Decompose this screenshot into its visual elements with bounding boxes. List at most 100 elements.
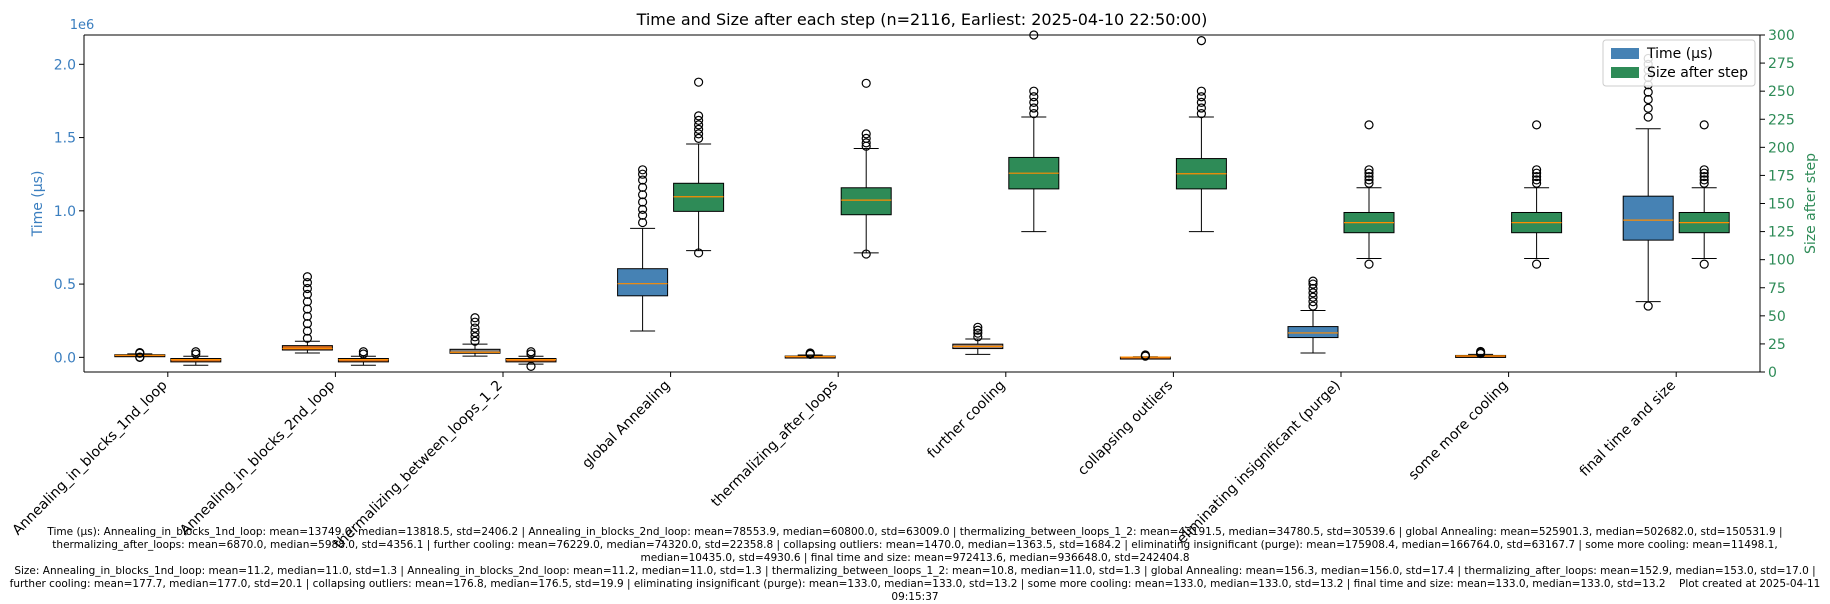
time-box-5-outlier <box>805 348 815 358</box>
right-axis-tick-label: 75 <box>1768 281 1786 297</box>
size-box-10-outlier <box>1699 120 1709 130</box>
time-box-8-outlier <box>1308 288 1318 298</box>
time-box-3-box <box>449 348 501 354</box>
left-axis-tick-label: 1.0 <box>54 204 76 220</box>
right-axis-label: Size after step <box>1803 153 1819 254</box>
right-axis-tick-label: 150 <box>1768 197 1795 213</box>
size-box-8-outlier <box>1364 171 1374 182</box>
size-stats-text: Size: Annealing_in_blocks_1nd_loop: mean… <box>9 565 1816 590</box>
legend-label: Time (µs) <box>1646 46 1713 62</box>
time-box-4-outlier <box>637 165 648 175</box>
size-box-4-outlier <box>693 133 704 143</box>
size-box-6-outlier <box>1029 97 1039 108</box>
time-box-10-outlier <box>1643 87 1653 97</box>
size-box-10-outlier <box>1699 259 1709 269</box>
x-axis-tick-label: global Annealing <box>579 378 673 472</box>
time-box-2-outlier <box>302 326 312 336</box>
size-box-5-outlier <box>861 138 871 148</box>
size-box-8-outlier <box>1364 175 1374 185</box>
time-stats-line: Time (µs): Annealing_in_blocks_1nd_loop:… <box>47 526 1783 564</box>
time-box-2-outlier <box>302 304 312 314</box>
size-box-8-outlier <box>1364 168 1374 178</box>
time-box-8-outlier <box>1308 279 1318 289</box>
size-box-7-outlier <box>1196 109 1207 119</box>
legend-swatch <box>1611 67 1639 78</box>
time-box-2-outlier <box>302 311 312 321</box>
time-box-8-box <box>1287 326 1339 339</box>
time-box-8-outlier <box>1308 301 1318 311</box>
size-box-10-outlier <box>1699 165 1709 175</box>
time-box-2-box <box>281 345 333 351</box>
stats-footer: Time (µs): Annealing_in_blocks_1nd_loop:… <box>0 526 1830 604</box>
size-box-6-outlier <box>1029 92 1039 102</box>
size-box-5-outlier <box>861 249 871 259</box>
size-box-7-outlier <box>1196 97 1207 108</box>
time-box-4-outlier <box>637 175 648 185</box>
size-box-4-outlier <box>693 77 704 87</box>
size-box-9-outlier <box>1531 171 1542 182</box>
right-axis-tick-label: 200 <box>1768 140 1795 156</box>
size-box-4-outlier <box>693 129 704 139</box>
legend-swatch <box>1611 48 1639 59</box>
time-box-4-outlier <box>637 197 648 207</box>
time-box-3-outlier <box>470 332 480 342</box>
time-box-6-outlier <box>973 322 983 332</box>
size-box-6-outlier <box>1029 30 1039 40</box>
time-box-4-outlier <box>637 204 648 214</box>
size-box-4-outlier <box>693 111 704 121</box>
size-box-6-outlier <box>1029 86 1039 96</box>
right-axis-tick-label: 0 <box>1768 365 1777 381</box>
size-box-6-outlier <box>1029 109 1039 119</box>
time-box-10-outlier <box>1643 301 1653 311</box>
time-box-3-outlier <box>470 336 480 346</box>
size-box-8-outlier <box>1364 165 1374 175</box>
size-stats-line: Size: Annealing_in_blocks_1nd_loop: mean… <box>4 565 1826 604</box>
size-box-5-outlier <box>861 129 871 139</box>
time-box-6-outlier <box>973 325 983 335</box>
time-box-2-outlier <box>302 278 312 288</box>
size-box-9-outlier <box>1531 165 1542 175</box>
time-box-4-outlier <box>637 169 648 179</box>
x-axis-tick-label: eliminating insignificant (purge) <box>1174 378 1344 548</box>
size-box-9-outlier <box>1531 178 1542 188</box>
legend-frame <box>1602 39 1756 87</box>
legend-label: Size after step <box>1647 65 1748 81</box>
right-axis-tick-label: 225 <box>1768 112 1795 128</box>
size-box-5-outlier <box>861 133 871 143</box>
size-box-2-outlier <box>358 347 368 357</box>
size-box-8-outlier <box>1364 178 1374 188</box>
size-box-5-outlier <box>861 78 871 88</box>
x-axis-tick-label: Annealing_in_blocks_1nd_loop <box>10 377 171 538</box>
size-box-8-outlier <box>1364 120 1374 130</box>
time-box-3-outlier <box>470 313 480 323</box>
time-box-7-outlier <box>1140 350 1151 360</box>
size-box-6-outlier <box>1029 103 1039 113</box>
time-box-8-outlier <box>1308 292 1318 302</box>
time-box-9-outlier <box>1475 346 1486 357</box>
time-box-3-outlier <box>470 327 480 338</box>
time-box-4-outlier <box>637 190 648 200</box>
left-axis-multiplier: 1e6 <box>70 18 95 33</box>
time-box-2-outlier <box>302 297 312 307</box>
time-box-4-outlier <box>637 217 648 228</box>
right-axis-tick-label: 50 <box>1768 309 1786 325</box>
time-box-4-box <box>617 268 669 297</box>
time-box-10-outlier <box>1643 112 1653 122</box>
size-box-4-outlier <box>693 120 704 130</box>
size-box-3-outlier <box>526 347 536 357</box>
right-axis-tick-label: 175 <box>1768 168 1795 184</box>
time-box-8-outlier <box>1308 297 1318 307</box>
size-box-7-outlier <box>1196 36 1207 46</box>
size-box-7-outlier <box>1196 103 1207 113</box>
time-box-4-outlier <box>637 210 648 220</box>
size-box-5-box <box>840 187 892 216</box>
time-box-3-outlier <box>470 323 480 333</box>
x-axis-tick-label: Annealing_in_blocks_2nd_loop <box>177 377 338 538</box>
size-box-4-outlier <box>693 248 704 258</box>
time-box-10-outlier <box>1643 94 1653 105</box>
size-box-10-outlier <box>1699 178 1709 188</box>
time-box-2-outlier <box>302 289 312 299</box>
size-box-8-outlier <box>1364 259 1374 269</box>
